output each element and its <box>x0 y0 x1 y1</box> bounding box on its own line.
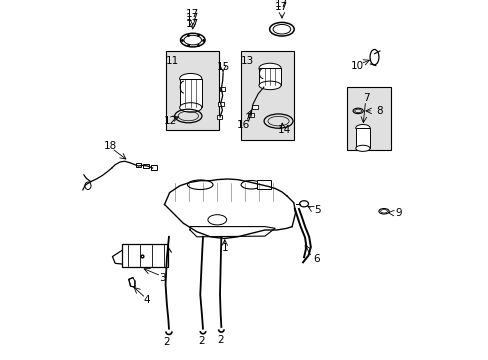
Text: 7: 7 <box>362 93 369 103</box>
Bar <box>135 163 141 167</box>
Bar <box>241 51 293 140</box>
Bar <box>218 102 224 106</box>
Ellipse shape <box>355 125 369 131</box>
Text: 6: 6 <box>313 254 319 264</box>
Text: 2: 2 <box>198 336 205 346</box>
Ellipse shape <box>355 145 369 152</box>
Text: 17: 17 <box>186 13 199 23</box>
Text: 1: 1 <box>221 243 227 253</box>
Text: 9: 9 <box>394 208 401 218</box>
Ellipse shape <box>259 81 281 90</box>
Text: 4: 4 <box>143 295 150 305</box>
Ellipse shape <box>259 63 281 73</box>
Text: 15: 15 <box>216 62 229 72</box>
Text: 18: 18 <box>103 141 117 151</box>
Text: 17: 17 <box>275 1 288 12</box>
Text: 8: 8 <box>376 106 383 116</box>
Text: 12: 12 <box>163 116 177 126</box>
Bar <box>247 113 253 117</box>
Bar <box>257 180 270 189</box>
Bar <box>150 165 156 170</box>
Bar <box>143 164 148 168</box>
Ellipse shape <box>369 49 378 65</box>
Bar <box>346 87 390 150</box>
Bar <box>252 105 258 109</box>
Text: 17: 17 <box>186 9 199 19</box>
Text: 11: 11 <box>166 56 179 66</box>
Text: 13: 13 <box>241 56 254 66</box>
Ellipse shape <box>179 73 202 84</box>
Polygon shape <box>128 278 135 287</box>
Ellipse shape <box>241 180 261 189</box>
Text: 2: 2 <box>217 334 224 345</box>
Text: 16: 16 <box>237 120 250 130</box>
Bar <box>122 244 167 267</box>
Bar <box>220 87 225 91</box>
Bar <box>166 51 219 130</box>
Text: 3: 3 <box>159 273 166 283</box>
Text: 10: 10 <box>350 61 363 71</box>
Ellipse shape <box>299 201 308 207</box>
Text: 5: 5 <box>314 204 321 215</box>
Bar <box>355 128 369 148</box>
Ellipse shape <box>187 180 213 189</box>
Bar <box>179 78 202 108</box>
Bar <box>259 68 281 85</box>
Ellipse shape <box>179 103 202 112</box>
Bar <box>216 115 222 119</box>
Text: 17: 17 <box>275 0 288 9</box>
Text: 2: 2 <box>163 337 170 347</box>
Text: 17: 17 <box>186 19 199 29</box>
Text: 14: 14 <box>277 125 290 135</box>
